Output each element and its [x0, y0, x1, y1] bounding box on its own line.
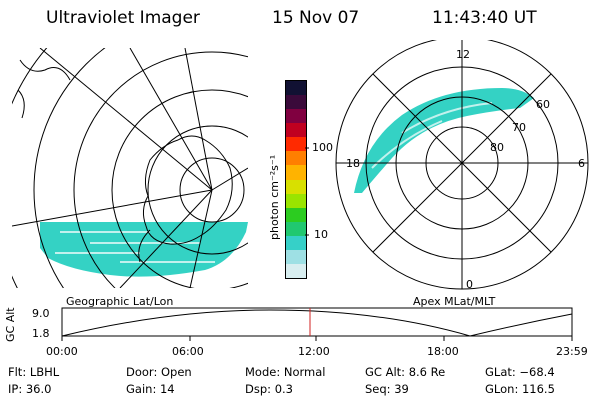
status-gc-alt: GC Alt: 8.6 Re [365, 365, 446, 379]
instrument-title: Ultraviolet Imager [46, 8, 200, 28]
color-bar-ticks [305, 147, 309, 236]
geographic-map [12, 48, 248, 288]
altitude-xtick-0600: 06:00 [172, 345, 204, 358]
color-bar-segment [286, 95, 306, 110]
status-glon: GLon: 116.5 [485, 382, 555, 396]
altitude-xtick-1800: 18:00 [427, 345, 459, 358]
mlat-label-80: 80 [490, 141, 504, 154]
auroral-image-left [40, 222, 248, 277]
color-bar-segment [286, 109, 306, 124]
color-bar-segment [286, 137, 306, 152]
altitude-ytick-1-8: 1.8 [32, 327, 50, 340]
magnetic-polar-map [335, 40, 589, 290]
time-label: 11:43:40 UT [432, 8, 537, 28]
status-ip: IP: 36.0 [8, 382, 52, 396]
color-bar-segment [286, 165, 306, 180]
color-bar-segment [286, 235, 306, 250]
color-bar-segment [286, 264, 306, 279]
status-dsp: Dsp: 0.3 [245, 382, 293, 396]
color-bar-tick-10: 10 [314, 228, 328, 241]
status-glat: GLat: −68.4 [485, 365, 555, 379]
mlt-label-0: 0 [466, 278, 473, 291]
altitude-xtick-0000: 00:00 [46, 345, 78, 358]
color-bar-segment [286, 193, 306, 208]
mlt-label-18: 18 [346, 157, 360, 170]
color-bar-segment [286, 207, 306, 222]
status-mode: Mode: Normal [245, 365, 326, 379]
right-map-caption: Apex MLat/MLT [413, 295, 496, 308]
color-bar-segment [286, 81, 306, 96]
color-bar-segment [286, 249, 306, 265]
altitude-ytick-9: 9.0 [32, 307, 50, 320]
status-seq: Seq: 39 [365, 382, 409, 396]
status-gain: Gain: 14 [126, 382, 175, 396]
color-bar-segment [286, 151, 306, 166]
altitude-xtick-1200: 12:00 [298, 345, 330, 358]
date-label: 15 Nov 07 [272, 8, 360, 28]
status-door: Door: Open [126, 365, 192, 379]
status-flt: Flt: LBHL [8, 365, 60, 379]
color-bar-unit-label: photon cm⁻²s⁻¹ [268, 154, 281, 240]
auroral-image-right [354, 88, 534, 193]
mlat-label-70: 70 [512, 121, 526, 134]
mlt-label-12: 12 [456, 48, 470, 61]
mlt-label-6: 6 [578, 157, 585, 170]
color-bar-tick-100: 100 [312, 141, 333, 154]
left-map-caption: Geographic Lat/Lon [66, 295, 174, 308]
mlat-label-60: 60 [536, 98, 550, 111]
color-bar-segment [286, 179, 306, 194]
altitude-xtick-2359: 23:59 [556, 345, 588, 358]
color-bar [285, 80, 307, 279]
color-bar-segment [286, 123, 306, 138]
color-bar-segment [286, 221, 306, 236]
altitude-plot [61, 307, 573, 341]
altitude-ylabel: GC Alt [4, 307, 17, 342]
